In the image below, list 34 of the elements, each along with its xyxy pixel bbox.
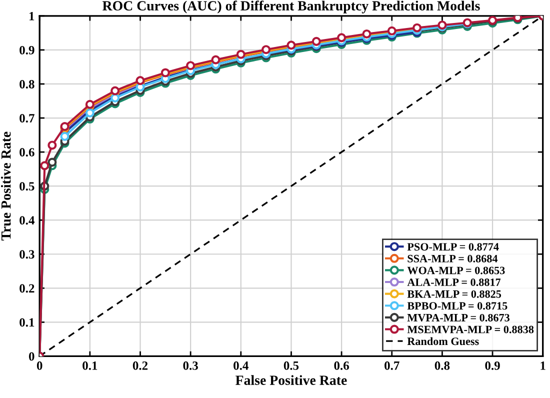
y-axis-title: True Positive Rate: [0, 132, 11, 240]
x-tick-label: 1: [540, 361, 546, 370]
legend-label: Random Guess: [407, 337, 479, 346]
y-tick-label: 0.3: [20, 250, 34, 259]
x-tick-label: 0.2: [132, 361, 148, 370]
y-tick-label: 0.7: [20, 114, 34, 123]
x-tick-label: 0.9: [485, 361, 500, 370]
y-tick-label: 1: [29, 12, 34, 20]
x-tick-label: 0.7: [384, 361, 400, 370]
y-tick-label: 0.5: [20, 182, 34, 191]
legend-label: PSO-MLP = 0.8774: [407, 243, 499, 251]
legend-label: MVPA-MLP = 0.8673: [407, 314, 510, 322]
y-tick-label: 0.8: [20, 80, 34, 88]
y-tick-label: 0.4: [20, 216, 35, 225]
x-tick-label: 0.4: [234, 361, 248, 370]
x-tick-label: 0.1: [82, 361, 98, 370]
y-tick-label: 0.2: [20, 284, 34, 293]
y-tick-label: 0.1: [20, 318, 34, 327]
y-tick-label: 0: [28, 352, 34, 361]
chart-title: ROC Curves (AUC) of Different Bankruptcy Prediction Models: [102, 0, 480, 14]
legend-label: BPBO-MLP = 0.8715: [407, 302, 508, 310]
x-tick-label: 0.5: [284, 361, 299, 370]
legend-label: MSEMVPA-MLP = 0.8838: [407, 326, 534, 334]
y-tick-label: 0.9: [20, 46, 34, 54]
legend-label: WOA-MLP = 0.8653: [407, 266, 505, 274]
y-tick-label: 0.6: [20, 148, 34, 157]
x-axis-title: False Positive Rate: [236, 375, 347, 385]
x-tick-label: 0: [36, 361, 42, 370]
x-tick-label: 0.3: [183, 361, 198, 370]
legend-label: ALA-MLP = 0.8817: [407, 278, 501, 286]
x-tick-label: 0.6: [334, 361, 349, 370]
legend-label: BKA-MLP = 0.8825: [407, 290, 502, 298]
x-tick-label: 0.8: [434, 361, 450, 370]
legend-label: SSA-MLP = 0.8684: [408, 254, 498, 262]
